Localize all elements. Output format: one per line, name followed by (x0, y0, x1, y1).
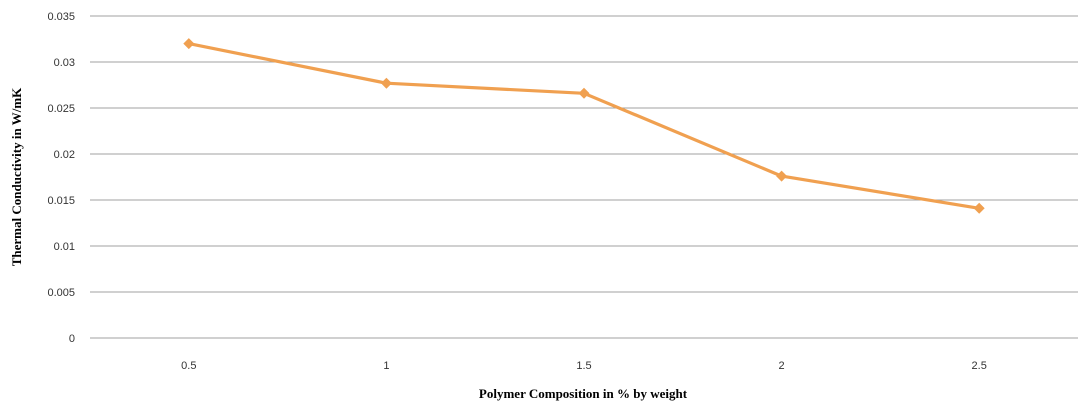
data-point-marker (578, 87, 590, 99)
x-tick-label: 1 (383, 360, 389, 372)
y-tick-labels: 0 0.005 0.01 0.015 0.02 0.025 0.03 0.035 (47, 11, 75, 345)
data-point-marker (380, 77, 392, 89)
x-tick-label: 0.5 (181, 360, 196, 372)
y-tick-label: 0.035 (47, 11, 75, 23)
y-tick-label: 0.03 (54, 57, 75, 69)
y-tick-label: 0.01 (54, 241, 75, 253)
x-tick-label: 1.5 (576, 360, 591, 372)
series-line (187, 41, 981, 210)
x-tick-label: 2.5 (972, 360, 987, 372)
y-tick-label: 0.02 (54, 149, 75, 161)
series-group (183, 38, 985, 214)
x-axis-title: Polymer Composition in % by weight (479, 386, 688, 401)
x-tick-label: 2 (779, 360, 785, 372)
y-tick-label: 0 (69, 333, 75, 345)
y-tick-label: 0.015 (47, 195, 75, 207)
x-tick-labels: 0.5 1 1.5 2 2.5 (181, 360, 987, 372)
y-tick-label: 0.005 (47, 287, 75, 299)
data-point-marker (973, 202, 985, 214)
data-point-marker (776, 170, 788, 182)
y-tick-label: 0.025 (47, 103, 75, 115)
y-axis-title: Thermal Conductivity in W/mK (9, 87, 24, 266)
data-point-marker (183, 38, 195, 50)
gridlines (90, 15, 1078, 339)
